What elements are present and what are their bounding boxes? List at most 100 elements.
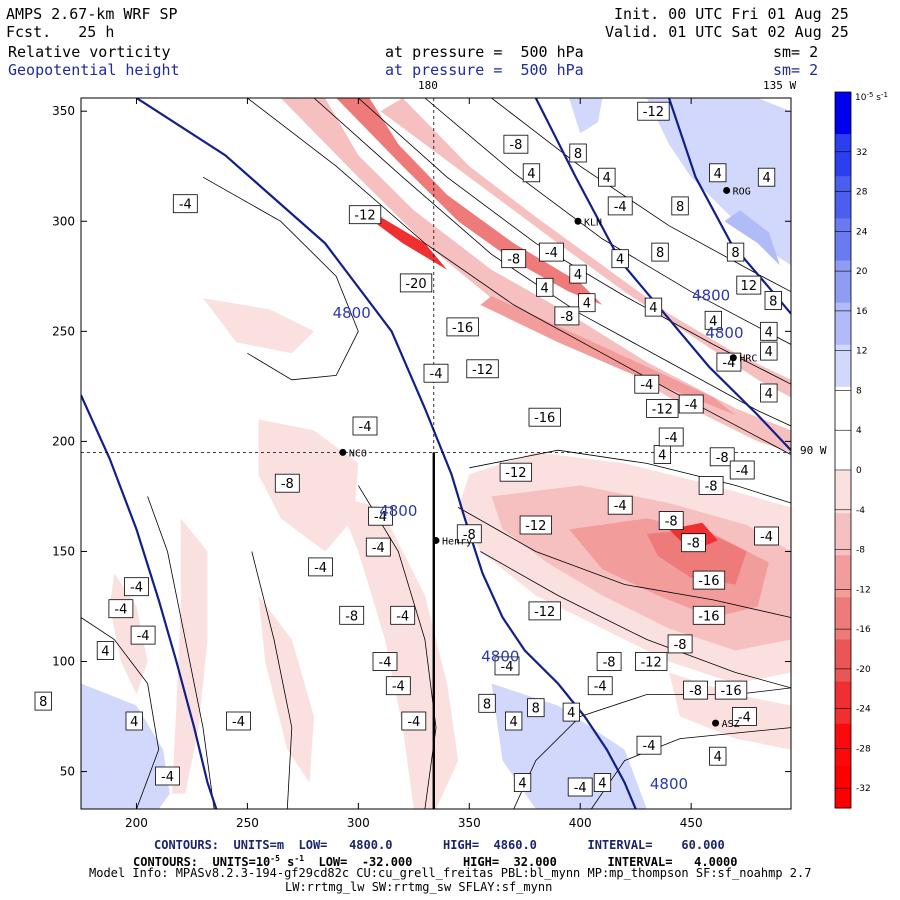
vorticity-contour bbox=[469, 449, 791, 504]
svg-text:-8: -8 bbox=[674, 638, 687, 653]
colorbar-label: -28 bbox=[856, 744, 871, 754]
svg-text:-8: -8 bbox=[463, 528, 476, 543]
station-marker: HRC bbox=[729, 354, 757, 365]
svg-text:-4: -4 bbox=[643, 739, 656, 754]
svg-text:-20: -20 bbox=[405, 277, 426, 292]
contour-value-label: -20 bbox=[399, 273, 433, 293]
x-tick-label: 250 bbox=[236, 816, 259, 830]
contour-value-label: -4 bbox=[587, 676, 613, 696]
svg-text:-12: -12 bbox=[354, 209, 375, 224]
svg-text:-4: -4 bbox=[392, 680, 405, 695]
contour-value-label: -8 bbox=[658, 511, 684, 531]
y-tick-label: 250 bbox=[52, 324, 75, 338]
contour-value-label: -8 bbox=[698, 475, 724, 495]
contour-value-label: -4 bbox=[372, 652, 398, 671]
svg-text:Henry: Henry bbox=[442, 536, 472, 547]
contour-value-label: -4 bbox=[567, 777, 593, 797]
plot-frame bbox=[80, 97, 792, 810]
forecast-hour: Fcst. 25 h bbox=[6, 23, 115, 41]
svg-text:4: 4 bbox=[101, 645, 109, 660]
vorticity-region bbox=[336, 98, 603, 305]
colorbar-swatch bbox=[835, 597, 851, 640]
contour-value-label: 8 bbox=[651, 242, 669, 262]
station-marker: NCO bbox=[339, 448, 367, 459]
contour-value-label: -4 bbox=[308, 557, 334, 577]
height-label-layer: 4800 4800 4800 4800 4800 4800 bbox=[333, 287, 744, 794]
svg-text:-8: -8 bbox=[345, 609, 358, 624]
svg-text:-4: -4 bbox=[372, 541, 385, 556]
vorticity-region bbox=[172, 518, 208, 794]
svg-text:-4: -4 bbox=[501, 660, 514, 675]
svg-text:-8: -8 bbox=[603, 656, 616, 671]
svg-text:-4: -4 bbox=[685, 398, 698, 413]
vorticity-contour-info: CONTOURS: UNITS=10-5 s-1 LOW= -32.000 HI… bbox=[133, 854, 738, 869]
contour-value-label: -4 bbox=[108, 599, 134, 619]
svg-text:4: 4 bbox=[574, 268, 582, 283]
svg-text:-12: -12 bbox=[652, 402, 673, 417]
colorbar-swatch bbox=[835, 176, 851, 219]
contour-value-label: 4 bbox=[569, 264, 587, 284]
svg-text:-8: -8 bbox=[665, 515, 678, 530]
contour-value-label: -12 bbox=[528, 601, 561, 621]
svg-text:4: 4 bbox=[541, 281, 549, 296]
contour-value-label: -16 bbox=[446, 317, 479, 337]
contour-value-label: -16 bbox=[528, 407, 561, 427]
field1-name: Relative vorticity bbox=[8, 43, 171, 61]
contour-value-label: -4 bbox=[634, 374, 660, 394]
contour-value-label: -16 bbox=[714, 680, 748, 700]
x-tick-label: 300 bbox=[347, 816, 370, 830]
colorbar-label: -16 bbox=[856, 625, 871, 635]
vorticity-contour bbox=[590, 727, 791, 809]
contour-value-label: 4 bbox=[125, 711, 143, 731]
vorticity-region bbox=[81, 683, 170, 809]
colorbar-label: -8 bbox=[856, 546, 865, 556]
svg-text:8: 8 bbox=[574, 147, 582, 162]
colorbar-label: 20 bbox=[856, 267, 868, 277]
contour-value-label: -8 bbox=[554, 306, 580, 326]
svg-text:8: 8 bbox=[532, 702, 540, 717]
colorbar-label: 0 bbox=[856, 466, 862, 476]
vorticity-region bbox=[258, 595, 314, 783]
colorbar-label: -32 bbox=[856, 784, 871, 794]
colorbar-swatch bbox=[835, 386, 851, 430]
height-contour-label: 4800 bbox=[333, 304, 371, 322]
field2-level: at pressure = 500 hPa bbox=[385, 61, 584, 79]
contour-value-label: 12 bbox=[736, 275, 762, 295]
vorticity-contour bbox=[357, 485, 437, 809]
vorticity-contour bbox=[491, 98, 791, 293]
vorticity-region bbox=[358, 210, 448, 270]
vorticity-region bbox=[203, 298, 314, 354]
svg-text:-4: -4 bbox=[314, 561, 327, 576]
svg-text:-8: -8 bbox=[507, 253, 520, 268]
svg-text:4: 4 bbox=[649, 301, 657, 316]
contour-value-label: -4 bbox=[352, 416, 378, 436]
contour-value-label: -4 bbox=[155, 766, 180, 786]
svg-text:8: 8 bbox=[676, 200, 684, 215]
svg-text:4: 4 bbox=[765, 325, 773, 340]
longitude-label-right: 90 W bbox=[800, 444, 827, 457]
axes: 200 250 300 350 400 450 50 100 150 200 250 300 350 bbox=[52, 98, 791, 830]
svg-text:4: 4 bbox=[603, 171, 611, 186]
contour-value-label: 4 bbox=[709, 746, 727, 766]
svg-text:-4: -4 bbox=[179, 198, 192, 213]
svg-text:-4: -4 bbox=[430, 367, 443, 382]
svg-text:-12: -12 bbox=[534, 605, 555, 620]
contour-value-label: -8 bbox=[339, 605, 365, 625]
contour-value-label: -12 bbox=[637, 101, 670, 121]
contour-value-label: -12 bbox=[519, 515, 552, 535]
colorbar-label: -4 bbox=[856, 506, 865, 516]
svg-text:-4: -4 bbox=[665, 431, 678, 446]
contour-value-label: 8 bbox=[671, 196, 689, 216]
svg-text:-4: -4 bbox=[614, 499, 627, 514]
svg-text:-8: -8 bbox=[705, 479, 718, 494]
colorbar-swatch bbox=[835, 218, 851, 261]
y-tick-label: 150 bbox=[52, 544, 75, 558]
x-tick-label: 200 bbox=[125, 816, 148, 830]
colorbar-label: 8 bbox=[856, 386, 862, 396]
svg-text:-4: -4 bbox=[374, 510, 387, 525]
contour-value-label: 8 bbox=[569, 143, 587, 163]
model-title: AMPS 2.67-km WRF SP bbox=[6, 5, 178, 23]
contour-value-label: -16 bbox=[692, 605, 726, 625]
contour-value-label: -4 bbox=[401, 711, 427, 731]
